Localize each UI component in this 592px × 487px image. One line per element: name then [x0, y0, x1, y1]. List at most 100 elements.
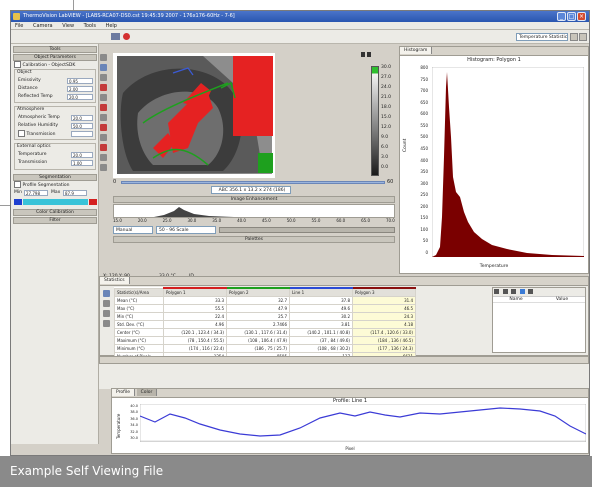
emissivity-field[interactable]: 0.95 — [67, 78, 93, 84]
segment-color-bar[interactable] — [23, 199, 88, 205]
scale-up-icon[interactable] — [361, 52, 365, 57]
enh-tick: 45.0 — [261, 218, 271, 223]
humidity-field[interactable]: 50.0 — [71, 123, 93, 129]
hist-y-tick: 400 — [420, 157, 428, 163]
table-cell: (108 , 106.4 / 47.9) — [226, 336, 290, 345]
menu-camera[interactable]: Camera — [32, 23, 53, 29]
segment-min-color[interactable] — [14, 199, 22, 205]
pointer-icon[interactable] — [100, 54, 107, 61]
object-params-header[interactable]: Object Parameters — [13, 54, 97, 61]
freehand-tool-icon[interactable] — [100, 124, 107, 131]
refresh-icon[interactable] — [511, 289, 517, 294]
image-size-icon[interactable] — [111, 33, 120, 40]
enhancement-range-slider[interactable] — [219, 227, 395, 233]
line-tool-icon[interactable] — [100, 84, 107, 91]
transmission-label: Transmission — [26, 132, 56, 137]
reflected-temp-field[interactable]: 20.0 — [67, 94, 93, 100]
color-calibration-header[interactable]: Color Calibration — [13, 209, 97, 216]
isotherm-icon[interactable] — [100, 134, 107, 141]
chart-icon[interactable] — [519, 289, 525, 294]
table-cell: 4.18 — [352, 320, 416, 329]
close-button[interactable]: × — [577, 12, 586, 21]
statistics-panel: Statistics Statistic(s)/Area Polygon 1 P… — [99, 276, 589, 361]
add-icon[interactable] — [494, 289, 499, 294]
minimize-button[interactable]: _ — [557, 12, 566, 21]
table-cell: (186 , 75 / 25.7) — [226, 344, 290, 353]
enhancement-axis: 15.0 20.0 25.0 30.0 35.0 40.0 45.0 50.0 … — [113, 218, 395, 225]
collapsed-panel-bar[interactable] — [99, 356, 589, 364]
ext-trans-field[interactable]: 1.00 — [71, 160, 93, 166]
table-cell: 4.96 — [163, 320, 227, 329]
distance-field[interactable]: 2.00 — [67, 86, 93, 92]
ext-temp-field[interactable]: 20.0 — [71, 152, 93, 158]
min-field[interactable]: 27.798 — [24, 190, 48, 196]
zoom-icon[interactable] — [100, 64, 107, 71]
tab-histogram[interactable]: Histogram — [400, 47, 433, 54]
enhancement-scale-select[interactable]: 50 - 96 Scale — [156, 226, 216, 234]
maximize-button[interactable]: □ — [567, 12, 576, 21]
palettes-header[interactable]: Palettes — [113, 236, 395, 243]
scale-tick: 9.0 — [381, 135, 389, 140]
use-calibration-row: Calibration - ObjectSDK — [14, 61, 75, 69]
hist-y-tick: 450 — [420, 145, 428, 151]
help-icon[interactable] — [570, 33, 578, 41]
menu-file[interactable]: File — [15, 23, 24, 29]
profile-y-tick: 32.0 — [130, 429, 138, 434]
max-field[interactable]: 87.9 — [63, 190, 87, 196]
filter-header[interactable]: Filter — [13, 217, 97, 224]
profile-seg-checkbox[interactable] — [14, 181, 21, 188]
table-cell: 24.3 — [352, 312, 416, 321]
scale-tick: 24.0 — [381, 85, 392, 90]
callout-line-left — [0, 205, 10, 206]
remove-icon[interactable] — [502, 289, 508, 294]
table-row: Std. Dev. (°C) 4.96 2.7466 3.81 4.18 — [114, 320, 416, 329]
table-cell: (120.1 , 123.4 / 34.3) — [163, 328, 227, 337]
toolbar: Temperature Statistics — [11, 30, 589, 44]
calibration-checkbox[interactable] — [14, 61, 21, 68]
record-icon[interactable] — [123, 33, 130, 40]
menu-help[interactable]: Help — [105, 23, 117, 29]
stats-chart-icon[interactable] — [103, 300, 110, 307]
polygon-tool-icon[interactable] — [100, 104, 107, 111]
tab-color[interactable]: Color — [136, 389, 158, 396]
delete-roi-icon[interactable] — [100, 144, 107, 151]
settings-icon[interactable] — [579, 33, 587, 41]
transmission-checkbox[interactable] — [18, 130, 25, 137]
table-cell: 22.4 — [163, 312, 227, 321]
view-combo[interactable]: Temperature Statistics — [516, 33, 568, 41]
snapshot-icon[interactable] — [100, 164, 107, 171]
transmission-field[interactable] — [71, 131, 93, 137]
enhancement-histogram[interactable] — [113, 204, 395, 218]
tab-profile[interactable]: Profile — [112, 389, 135, 396]
atm-temp-field[interactable]: 20.0 — [71, 115, 93, 121]
segment-max-color[interactable] — [89, 199, 97, 205]
table-cell: Maximum (°C) — [114, 336, 164, 345]
stats-copy-icon[interactable] — [103, 320, 110, 327]
scale-down-icon[interactable] — [367, 52, 371, 57]
image-enhancement-header[interactable]: Image Enhancement — [113, 196, 395, 203]
hist-y-tick: 800 — [420, 65, 428, 70]
stats-export-icon[interactable] — [103, 310, 110, 317]
spot-icon[interactable] — [100, 74, 107, 81]
enhancement-mode-select[interactable]: Manual — [113, 226, 153, 234]
app-window: ThermoVision LabVIEW - [LABS-RCA07-DS0.c… — [10, 10, 590, 456]
scale-tick: 18.0 — [381, 105, 392, 110]
rectangle-tool-icon[interactable] — [100, 94, 107, 101]
palette-icon[interactable] — [100, 154, 107, 161]
menu-view[interactable]: View — [62, 23, 75, 29]
menu-tools[interactable]: Tools — [83, 23, 96, 29]
stats-table-icon[interactable] — [103, 290, 110, 297]
save-icon[interactable] — [528, 289, 534, 294]
frame-slider[interactable] — [121, 181, 385, 184]
thermal-image[interactable] — [113, 53, 275, 178]
profile-y-tick: 30.0 — [130, 435, 138, 440]
app-icon — [13, 13, 20, 20]
segmentation-header[interactable]: Segmentation — [13, 174, 97, 181]
ellipse-tool-icon[interactable] — [100, 114, 107, 121]
reflected-temp-label: Reflected Temp — [18, 94, 53, 99]
tab-statistics[interactable]: Statistics — [100, 277, 130, 284]
properties-header: Name Value — [493, 297, 585, 303]
tools-header[interactable]: Tools — [13, 46, 97, 53]
profile-y-tick: 34.0 — [130, 423, 138, 428]
title-bar: ThermoVision LabVIEW - [LABS-RCA07-DS0.c… — [11, 11, 589, 22]
